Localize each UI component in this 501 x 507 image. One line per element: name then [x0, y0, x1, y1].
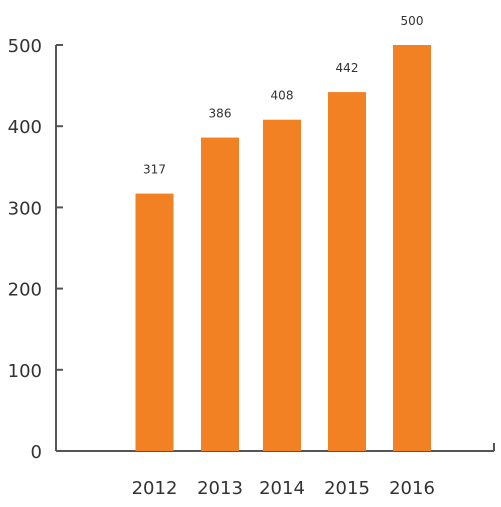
data-label-2013: 386 — [209, 107, 232, 121]
data-labels: 317 386 408 442 500 — [143, 14, 423, 177]
y-tick-label: 500 — [8, 36, 42, 57]
data-label-2015: 442 — [336, 61, 359, 75]
bar-2012 — [135, 193, 174, 451]
x-tick-label-2014: 2014 — [259, 478, 305, 499]
data-label-2016: 500 — [401, 14, 424, 28]
bar-2013 — [201, 137, 239, 451]
y-tick-label: 0 — [31, 442, 42, 463]
x-tick-label-2013: 2013 — [197, 478, 243, 499]
y-axis — [55, 44, 63, 452]
x-tick-label-2016: 2016 — [389, 478, 435, 499]
bar-2015 — [328, 92, 366, 451]
data-label-2012: 317 — [143, 163, 166, 177]
x-tick-label-2015: 2015 — [324, 478, 370, 499]
bar-2014 — [263, 119, 301, 451]
x-tick-label-2012: 2012 — [132, 478, 178, 499]
data-label-2014: 408 — [271, 89, 294, 103]
bar-2016 — [393, 45, 431, 451]
y-tick-label: 100 — [8, 361, 42, 382]
y-tick-labels: 0 100 200 300 400 500 — [8, 36, 42, 463]
y-tick-label: 300 — [8, 198, 42, 219]
x-tick-labels: 2012 2013 2014 2015 2016 — [132, 478, 435, 499]
y-tick-label: 200 — [8, 280, 42, 301]
y-tick-label: 400 — [8, 117, 42, 138]
bars — [135, 45, 431, 451]
